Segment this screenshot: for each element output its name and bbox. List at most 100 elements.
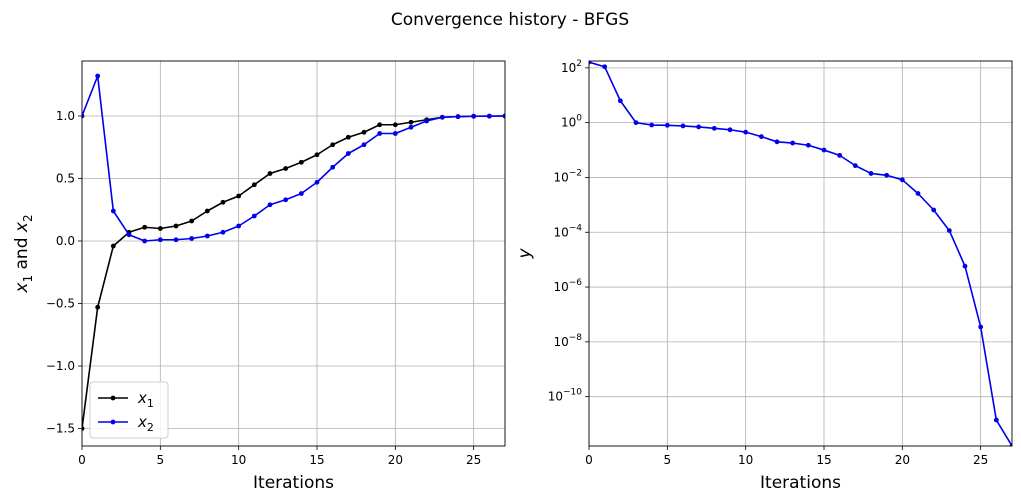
axes-frame xyxy=(588,60,1013,447)
axes-frame xyxy=(81,60,506,447)
legend-frame xyxy=(89,381,169,439)
series-line-x2 xyxy=(82,75,505,242)
data-point-y xyxy=(589,61,592,65)
data-point-y xyxy=(821,147,827,153)
y-tick-label: −1.0 xyxy=(46,359,75,373)
data-point-y xyxy=(711,125,717,131)
data-point-x2 xyxy=(502,113,505,119)
y-tick-label: 10−4 xyxy=(553,223,582,239)
y-tick-label: 1.0 xyxy=(56,109,75,123)
data-point-x1 xyxy=(95,304,101,310)
data-point-y xyxy=(790,140,796,146)
x-axis-label: Iterations xyxy=(253,473,334,493)
data-point-x2 xyxy=(251,213,257,219)
data-point-x2 xyxy=(126,232,132,238)
data-point-x2 xyxy=(330,164,336,170)
y-tick-label: 10−2 xyxy=(553,168,582,184)
data-point-y xyxy=(774,139,780,145)
data-point-x1 xyxy=(110,243,116,249)
data-point-x2 xyxy=(361,142,367,148)
data-point-x1 xyxy=(189,218,195,224)
data-point-y xyxy=(837,152,843,158)
legend-marker-x1 xyxy=(110,395,116,401)
data-point-x1 xyxy=(392,122,398,128)
data-point-x1 xyxy=(361,129,367,135)
data-point-x2 xyxy=(189,236,195,241)
x-tick-label: 15 xyxy=(309,453,324,467)
data-point-y xyxy=(962,263,968,269)
data-point-y xyxy=(946,228,952,234)
data-point-y xyxy=(868,171,874,176)
data-point-x2 xyxy=(345,151,351,156)
x-tick-label: 10 xyxy=(738,453,753,467)
data-point-x2 xyxy=(486,113,492,119)
data-point-x1 xyxy=(236,193,242,199)
data-point-y xyxy=(602,64,608,70)
data-point-x2 xyxy=(173,237,179,243)
data-point-x1 xyxy=(157,226,163,231)
data-point-x2 xyxy=(220,229,226,235)
x-tick-label: 10 xyxy=(231,453,246,467)
data-point-x2 xyxy=(439,114,445,120)
x-tick-label: 25 xyxy=(973,453,988,467)
data-point-y xyxy=(680,123,686,129)
x-axis-label: Iterations xyxy=(760,473,841,493)
data-point-x2 xyxy=(424,118,430,124)
data-point-x1 xyxy=(377,122,383,128)
data-point-x1 xyxy=(173,223,179,229)
data-point-x1 xyxy=(142,224,148,230)
data-point-x1 xyxy=(283,166,289,171)
x-tick-label: 15 xyxy=(816,453,831,467)
data-point-x2 xyxy=(236,223,242,229)
data-point-x2 xyxy=(455,114,461,120)
data-point-x1 xyxy=(82,426,85,431)
left-axes: 0 5 10 15 20 25 −1.5 −1.0 −0.5 0.0 0.5 1.0 Iteration… xyxy=(12,60,506,493)
data-point-y xyxy=(664,122,670,128)
data-point-y xyxy=(805,142,811,148)
y-tick-label: 0.5 xyxy=(56,172,75,186)
data-point-y xyxy=(727,127,733,133)
data-point-x2 xyxy=(392,131,398,136)
data-point-x2 xyxy=(204,233,210,239)
data-point-x1 xyxy=(204,208,210,214)
data-point-y xyxy=(978,324,984,330)
data-point-y xyxy=(931,207,937,213)
figure-suptitle: Convergence history - BFGS xyxy=(391,10,629,30)
data-point-x1 xyxy=(408,119,414,125)
data-point-x2 xyxy=(157,237,163,243)
x-tick-label: 0 xyxy=(585,453,593,467)
data-point-x1 xyxy=(314,152,320,158)
data-point-x2 xyxy=(283,197,289,203)
right-axes: 0 5 10 15 20 25 10−10 10−8 10−6 10−4 10−2 100 102 Ite… xyxy=(515,59,1013,493)
series-line-y xyxy=(589,61,1012,446)
x-tick-label: 20 xyxy=(895,453,910,467)
x-tick-label: 25 xyxy=(466,453,481,467)
data-point-y xyxy=(633,120,639,126)
data-point-x1 xyxy=(267,171,273,176)
legend-label-x2: x2 xyxy=(137,413,154,434)
data-point-x2 xyxy=(142,238,148,244)
data-point-y xyxy=(993,417,999,423)
data-point-x2 xyxy=(408,124,414,130)
x-tick-label: 20 xyxy=(388,453,403,467)
data-point-x2 xyxy=(267,202,273,208)
y-tick-label: 10−8 xyxy=(553,333,582,349)
legend-label-x1: x1 xyxy=(137,389,154,410)
data-point-y xyxy=(649,122,655,128)
legend-marker-x2 xyxy=(110,419,116,425)
data-point-x2 xyxy=(471,113,477,119)
y-tick-label: 100 xyxy=(561,114,582,130)
plot-area xyxy=(589,61,1012,446)
data-point-x2 xyxy=(110,208,116,214)
data-point-y xyxy=(696,124,702,130)
data-point-x1 xyxy=(251,182,257,188)
data-point-y xyxy=(1009,443,1012,446)
y-axis-label: x1 and x2 xyxy=(12,214,35,293)
x-tick-label: 5 xyxy=(664,453,672,467)
data-point-y xyxy=(617,98,623,104)
plot-area xyxy=(82,73,505,431)
data-point-x2 xyxy=(82,113,85,119)
data-point-y xyxy=(884,172,890,178)
